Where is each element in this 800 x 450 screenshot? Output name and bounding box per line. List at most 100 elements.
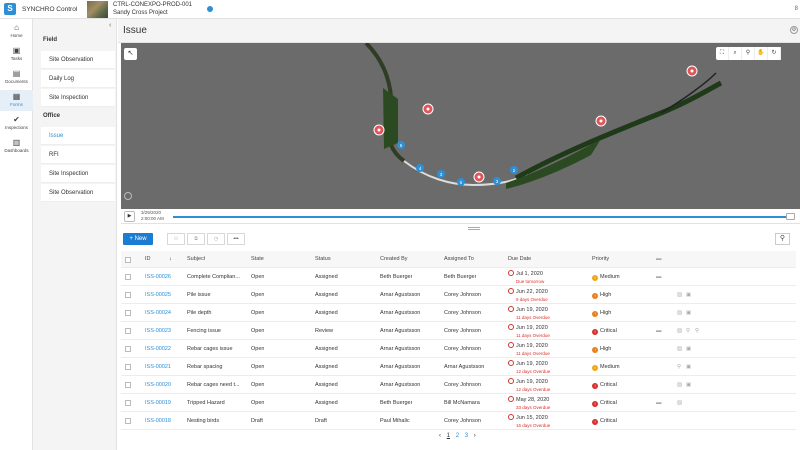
table-row[interactable]: ISS-00018 Nesting birds Draft Draft Paul Mih…	[121, 412, 796, 430]
table-row[interactable]: ISS-00019 Tripped Hazard Open Assigned Beth …	[121, 394, 796, 412]
project-switch-icon[interactable]	[207, 6, 213, 12]
row-action-icon[interactable]: ⚲	[695, 328, 700, 334]
row-action-icon[interactable]: ▨	[677, 328, 683, 334]
issue-pin-icon[interactable]	[373, 124, 385, 136]
row-action-icon[interactable]: ▨	[677, 292, 683, 298]
cluster-marker[interactable]: 3	[437, 170, 445, 178]
row-checkbox[interactable]	[125, 310, 131, 316]
row-checkbox[interactable]	[125, 274, 131, 280]
pane-splitter-handle[interactable]	[468, 227, 480, 230]
issue-id-link[interactable]: ISS-00023	[145, 328, 171, 334]
next-page-icon[interactable]: ›	[473, 433, 476, 439]
issue-id-link[interactable]: ISS-00020	[145, 382, 171, 388]
search-icon[interactable]: ⚲	[742, 47, 755, 60]
select-all-checkbox[interactable]	[125, 257, 131, 263]
comment-icon[interactable]: ▬	[656, 328, 662, 334]
row-action-icon[interactable]: ▨	[677, 400, 683, 406]
submenu-item-office-site-observation[interactable]: Site Observation	[41, 184, 115, 202]
new-issue-button[interactable]: + New	[123, 233, 153, 245]
select-tool-icon[interactable]: ↖	[124, 48, 137, 60]
header-state[interactable]: State	[251, 256, 264, 262]
issue-id-link[interactable]: ISS-00019	[145, 400, 171, 406]
header-due-date[interactable]: Due Date	[508, 256, 532, 262]
timeline-slider[interactable]	[173, 216, 795, 218]
submenu-item-office-site-inspection[interactable]: Site Inspection	[41, 165, 115, 183]
submenu-item-site-inspection[interactable]: Site Inspection	[41, 89, 115, 107]
page-2[interactable]: 2	[455, 433, 460, 439]
nav-forms[interactable]: ▦ Forms	[0, 90, 33, 111]
table-row[interactable]: ISS-00021 Rebar spacing Open Assigned Arnar …	[121, 358, 796, 376]
collapse-chevron-icon[interactable]: ‹	[109, 22, 112, 29]
comment-icon[interactable]: ▬	[656, 400, 662, 406]
sort-arrow-icon[interactable]: ↓	[169, 256, 172, 262]
header-id[interactable]: ID	[145, 256, 151, 262]
table-row[interactable]: ISS-00023 Fencing issue Open Review Arnar Ag…	[121, 322, 796, 340]
row-action-icon[interactable]: ▣	[686, 292, 692, 298]
nav-tasks[interactable]: ▣ Tasks	[0, 44, 33, 65]
cluster-marker[interactable]: 6	[397, 141, 405, 149]
issue-id-link[interactable]: ISS-00024	[145, 310, 171, 316]
header-created-by[interactable]: Created By	[380, 256, 408, 262]
nav-inspections[interactable]: ✔ Inspections	[0, 113, 33, 134]
cluster-marker[interactable]: 2	[510, 166, 518, 174]
pan-hand-icon[interactable]: ✋	[755, 47, 768, 60]
row-action-icon[interactable]: ⚲	[686, 328, 691, 334]
table-row[interactable]: ISS-00026 Complete Complian... Open Assigne…	[121, 268, 796, 286]
nav-home[interactable]: ⌂ Home	[0, 21, 33, 42]
app-logo-icon[interactable]: S	[4, 3, 16, 15]
issue-id-link[interactable]: ISS-00021	[145, 364, 171, 370]
prev-page-icon[interactable]: ‹	[439, 433, 441, 439]
issue-id-link[interactable]: ISS-00025	[145, 292, 171, 298]
row-action-icon[interactable]: ▣	[686, 310, 692, 316]
row-checkbox[interactable]	[125, 400, 131, 406]
settings-icon[interactable]: ⚙	[790, 26, 798, 34]
assign-icon[interactable]: ⚇	[167, 233, 185, 245]
cluster-marker[interactable]: 4	[416, 164, 424, 172]
project-thumbnail[interactable]	[87, 1, 108, 18]
header-subject[interactable]: Subject	[187, 256, 206, 262]
header-priority[interactable]: Priority	[592, 256, 610, 262]
table-row[interactable]: ISS-00024 Pile depth Open Assigned Arnar Agu…	[121, 304, 796, 322]
cluster-marker[interactable]: 3	[493, 177, 501, 185]
nav-dashboards[interactable]: ▥ Dashboards	[0, 136, 33, 157]
row-checkbox[interactable]	[125, 328, 131, 334]
model-canvas[interactable]: 6 4 3 5 3 2	[121, 43, 800, 209]
issue-pin-icon[interactable]	[473, 171, 485, 183]
page-1[interactable]: 1	[446, 433, 451, 439]
row-action-icon[interactable]: ▨	[677, 382, 683, 388]
comment-icon[interactable]: ▬	[656, 274, 662, 280]
more-options-icon[interactable]: •••	[227, 233, 245, 245]
project-code[interactable]: CTRL-CONEXPO-PROD-001	[113, 2, 193, 8]
issue-pin-icon[interactable]	[422, 103, 434, 115]
timeline-handle[interactable]	[786, 213, 795, 220]
row-action-icon[interactable]: ▣	[686, 364, 692, 370]
issue-pin-icon[interactable]	[686, 65, 698, 77]
rotate-icon[interactable]: ↻	[768, 47, 781, 60]
fit-view-icon[interactable]: ⛶	[716, 47, 729, 60]
table-row[interactable]: ISS-00025 Pile issue Open Assigned Arnar Agu…	[121, 286, 796, 304]
header-assigned-to[interactable]: Assigned To	[444, 256, 474, 262]
compass-icon[interactable]	[124, 192, 132, 200]
cluster-marker[interactable]: 5	[457, 178, 465, 186]
play-button[interactable]: ▶	[124, 211, 135, 222]
row-checkbox[interactable]	[125, 346, 131, 352]
project-name[interactable]: Sandy Cross Project	[113, 10, 168, 16]
table-row[interactable]: ISS-00020 Rebar cages need t... Open Assign…	[121, 376, 796, 394]
row-action-icon[interactable]: ⚲	[677, 364, 682, 370]
zoom-icon[interactable]: ⌕	[729, 47, 742, 60]
nav-documents[interactable]: ▤ Documents	[0, 67, 33, 88]
row-checkbox[interactable]	[125, 364, 131, 370]
submenu-item-issue[interactable]: Issue	[41, 127, 115, 145]
grid-search-icon[interactable]: ⚲	[775, 233, 790, 245]
issue-pin-icon[interactable]	[595, 115, 607, 127]
page-3[interactable]: 3	[464, 433, 469, 439]
copy-icon[interactable]: ⧉	[187, 233, 205, 245]
row-checkbox[interactable]	[125, 292, 131, 298]
row-action-icon[interactable]: ▣	[686, 382, 692, 388]
submenu-item-daily-log[interactable]: Daily Log	[41, 70, 115, 88]
submenu-item-site-observation[interactable]: Site Observation	[41, 51, 115, 69]
row-checkbox[interactable]	[125, 418, 131, 424]
row-action-icon[interactable]: ▨	[677, 346, 683, 352]
issue-id-link[interactable]: ISS-00018	[145, 418, 171, 424]
notification-count[interactable]: 8	[794, 6, 798, 12]
